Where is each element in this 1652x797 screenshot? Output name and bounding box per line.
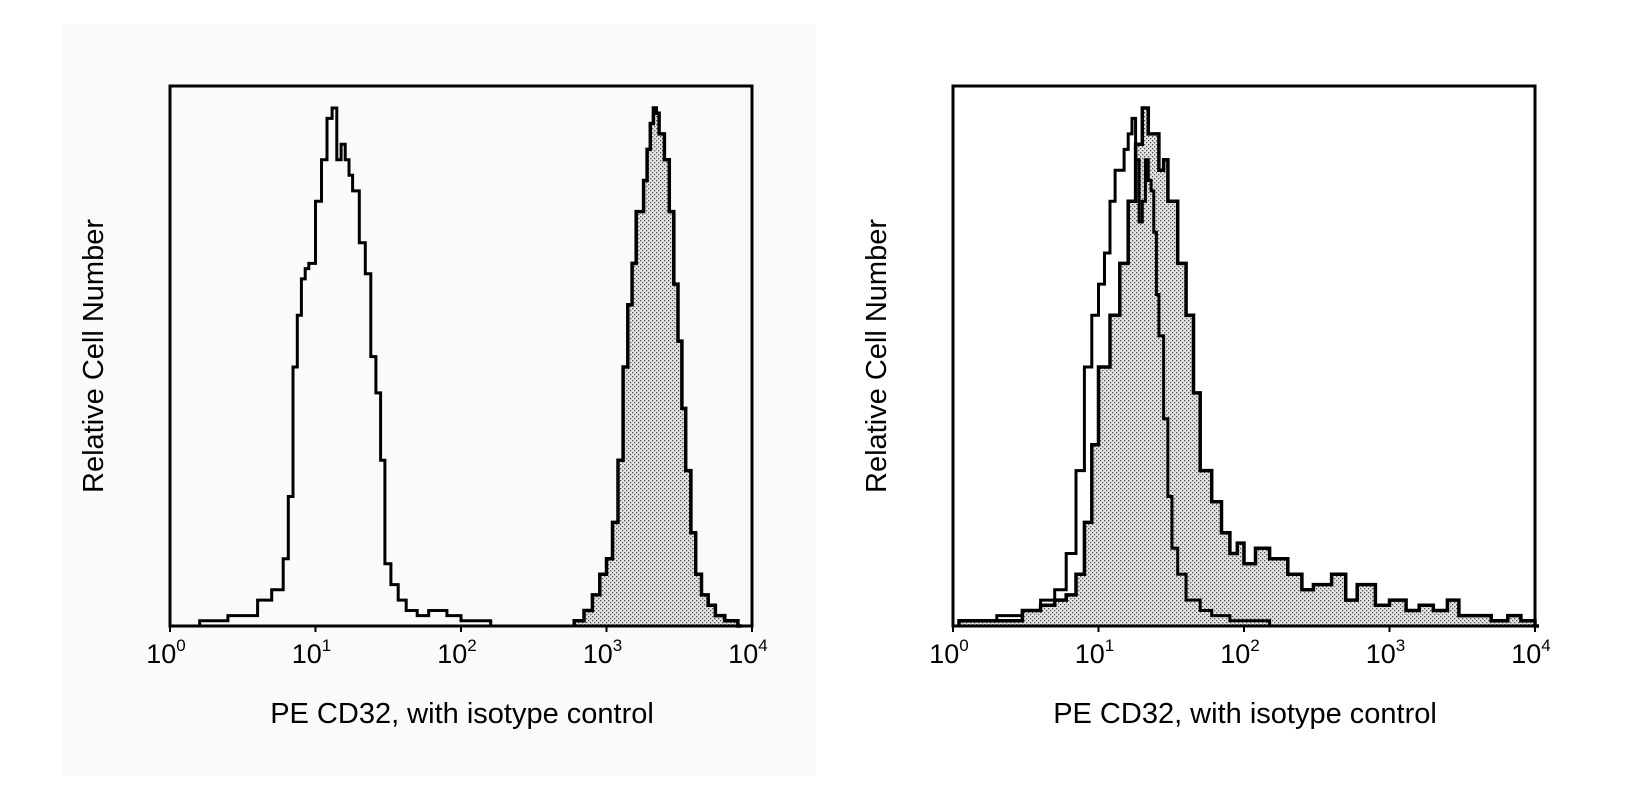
histogram-1-x-tick-label-0: 100 — [929, 636, 969, 669]
histogram-right-series-layer — [957, 106, 1539, 628]
histogram-right: 100 101 102 103 104 PE CD32, with isotype co… — [861, 84, 1551, 730]
histogram-0-x-tick-label-1: 101 — [292, 636, 332, 669]
histogram-0-x-tick-label-4: 104 — [728, 636, 768, 669]
histogram-0-x-tick-label-3: 103 — [583, 636, 623, 669]
histogram-1-x-tick-label-3: 103 — [1366, 636, 1406, 669]
histogram-right-x-axis-title: PE CD32, with isotype control — [1053, 698, 1437, 730]
histogram-1-x-tick-label-4: 104 — [1511, 636, 1551, 669]
histogram-1-x-tick-label-1: 101 — [1075, 636, 1115, 669]
histogram-left: 100 101 102 103 104 PE CD32, with isotype co… — [78, 84, 768, 730]
histogram-1-isotype-series — [957, 116, 1274, 628]
left-panel-background — [61, 24, 816, 776]
histogram-0-x-tick-label-0: 100 — [146, 636, 186, 669]
histogram-right-y-axis-title: Relative Cell Number — [861, 219, 893, 493]
histogram-left-y-axis-title: Relative Cell Number — [78, 219, 110, 493]
histogram-left-x-axis-title: PE CD32, with isotype control — [270, 698, 654, 730]
histogram-left-series-layer — [198, 106, 742, 628]
histogram-1-x-tick-label-2: 102 — [1220, 636, 1260, 669]
histogram-0-isotype-series — [198, 106, 495, 628]
histogram-0-stained-series — [572, 106, 742, 628]
histogram-left-ticks: 100 101 102 103 104 — [146, 626, 768, 669]
histogram-0-x-tick-label-2: 102 — [437, 636, 477, 669]
histogram-1-stained-series — [957, 106, 1539, 628]
histogram-right-ticks: 100 101 102 103 104 — [929, 626, 1551, 669]
